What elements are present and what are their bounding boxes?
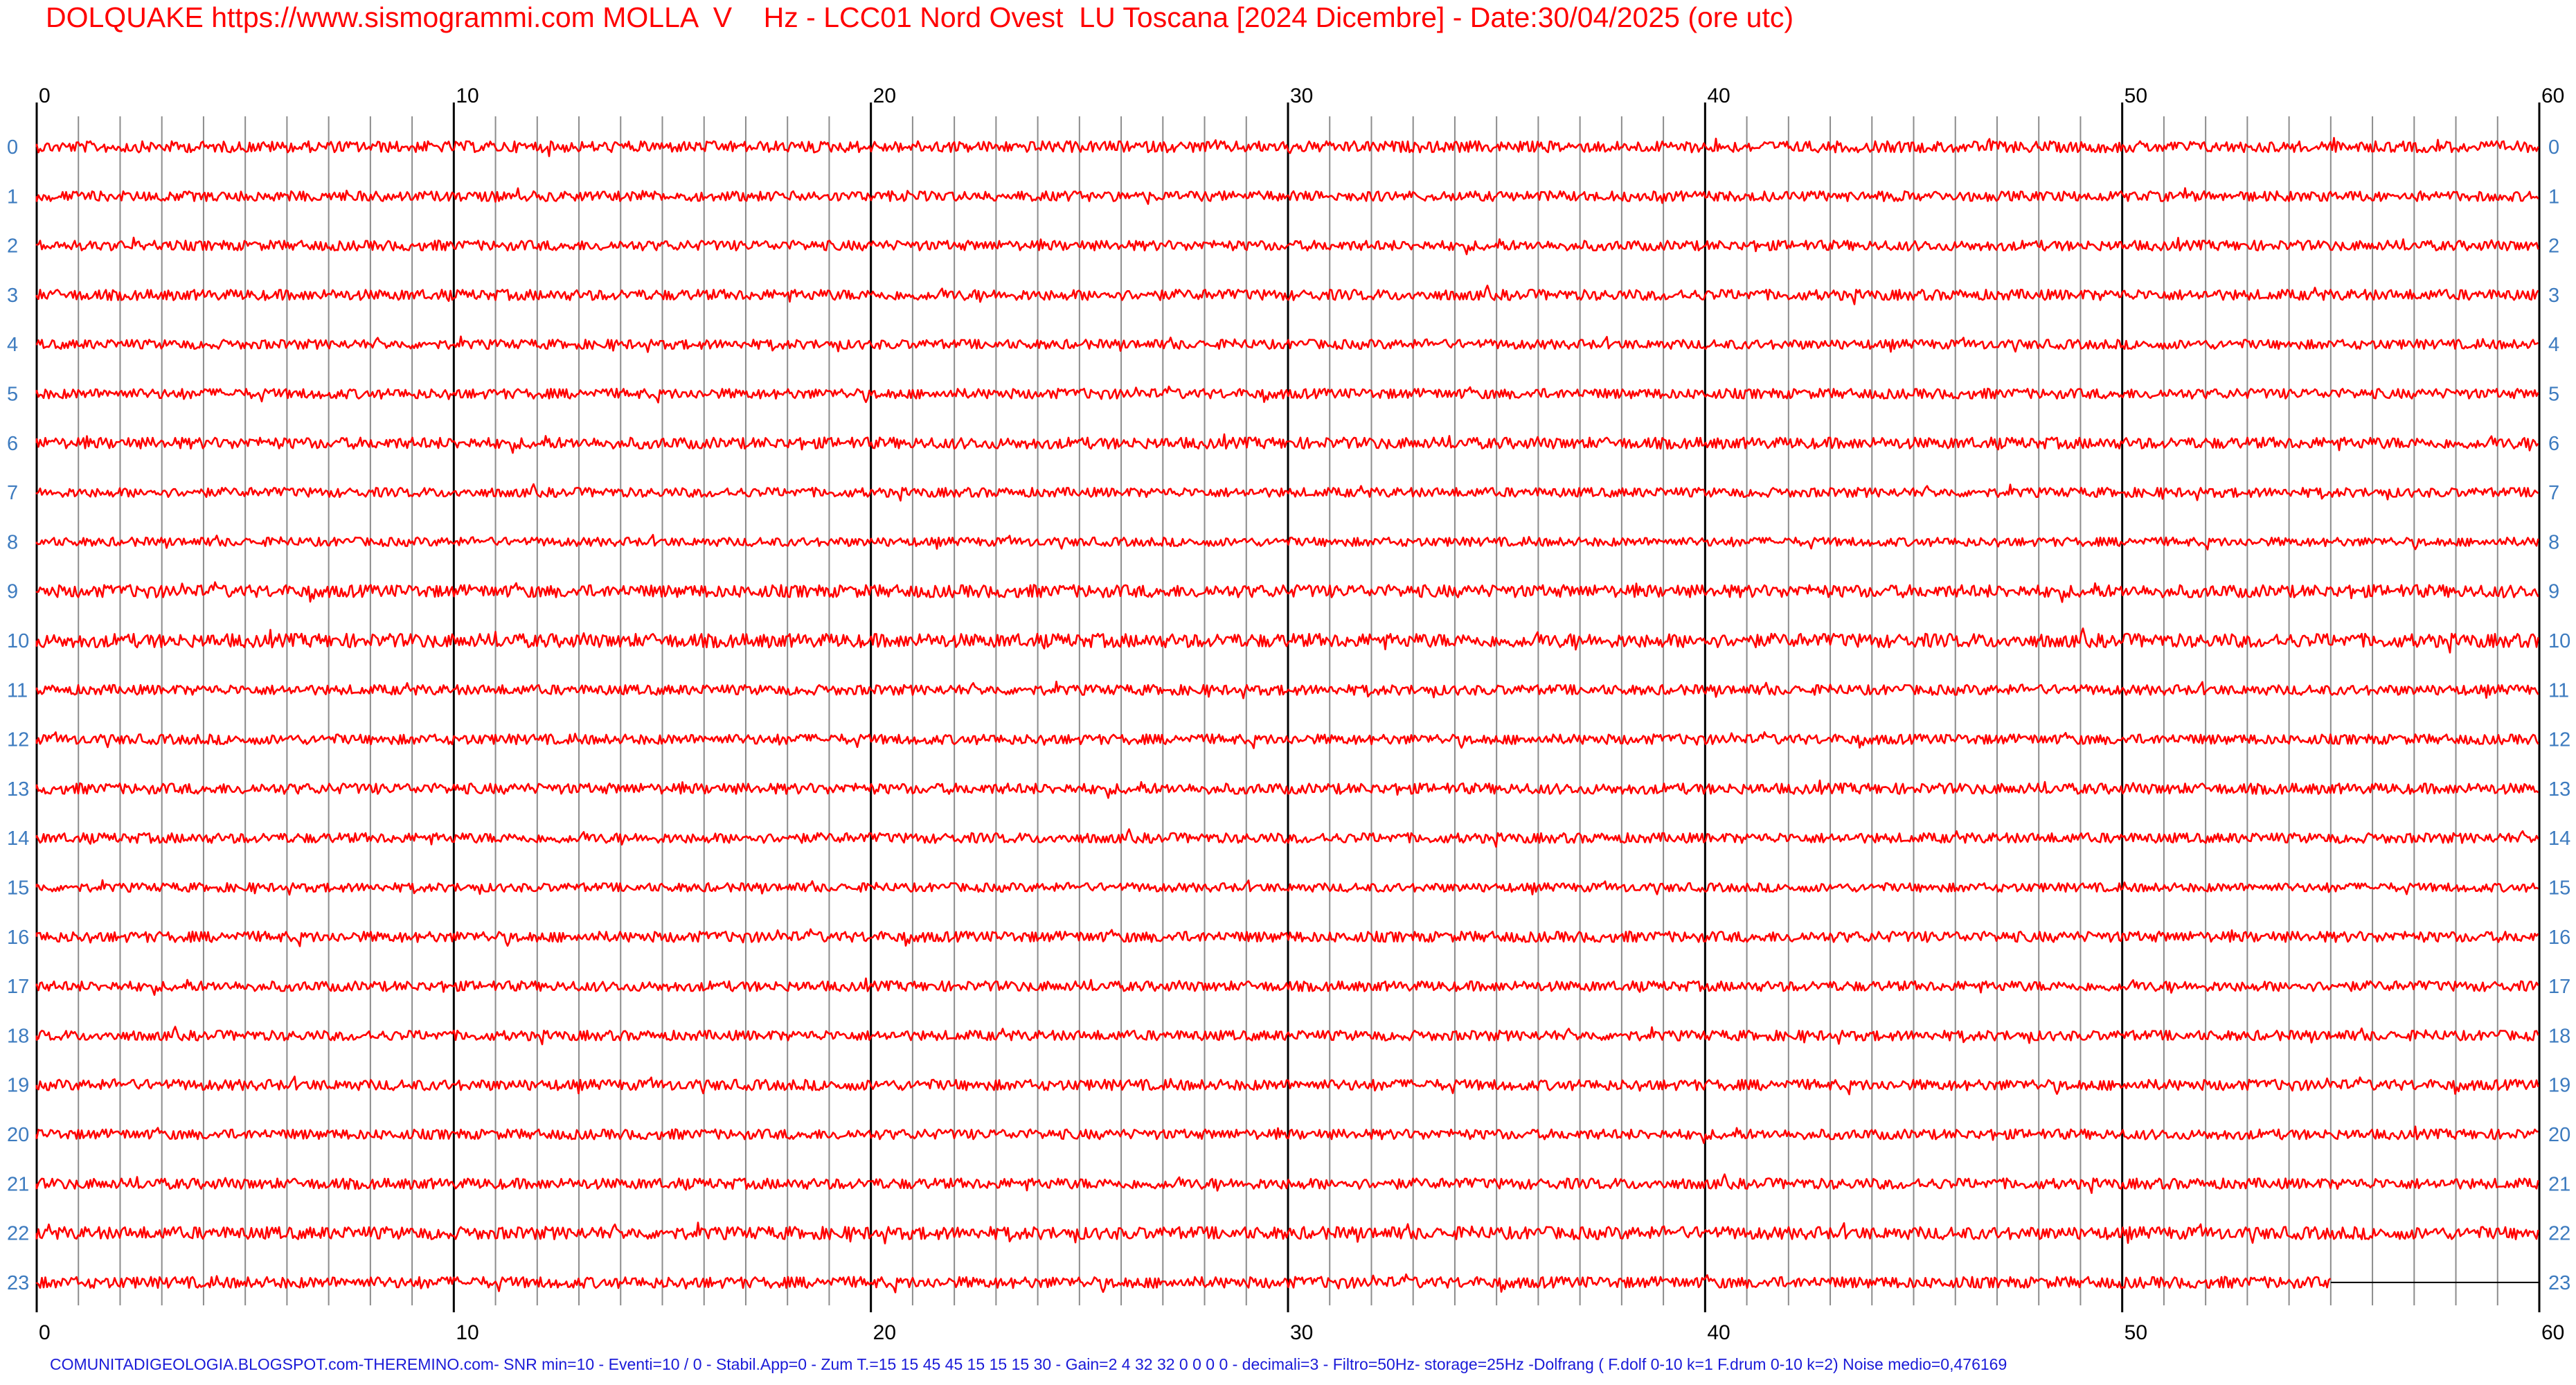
hour-label-left: 13 <box>7 778 29 801</box>
hour-label-left: 5 <box>7 384 18 406</box>
footer-info: COMUNITADIGEOLOGIA.BLOGSPOT.com-THEREMIN… <box>50 1355 2007 1373</box>
trace-hour-2 <box>35 236 2539 256</box>
hour-label-left: 21 <box>7 1173 29 1195</box>
hour-label-right: 17 <box>2548 976 2570 998</box>
hour-label-right: 8 <box>2548 531 2559 553</box>
hour-label-right: 9 <box>2548 581 2559 603</box>
x-tick-label: 30 <box>1290 84 1313 107</box>
x-tick-label: 0 <box>39 1321 51 1344</box>
x-axis-top-ticks: 0 10 20 30 40 50 60 <box>39 84 2564 107</box>
x-tick-label: 0 <box>39 84 51 107</box>
hour-label-left: 3 <box>7 285 18 307</box>
hour-label-right: 5 <box>2548 384 2559 406</box>
trace-hour-14 <box>35 828 2539 848</box>
trace-hour-19 <box>35 1075 2539 1096</box>
hour-label-right: 4 <box>2548 334 2559 356</box>
hour-label-left: 17 <box>7 976 29 998</box>
trace-hour-12 <box>35 731 2539 749</box>
hour-label-right: 20 <box>2548 1124 2570 1146</box>
trace-hour-0 <box>35 136 2539 157</box>
x-tick-label: 40 <box>1707 1321 1730 1344</box>
hour-label-left: 6 <box>7 433 18 455</box>
x-tick-label: 30 <box>1290 1321 1313 1344</box>
hour-label-left: 2 <box>7 235 18 258</box>
major-grid <box>35 102 2541 1312</box>
hour-label-right: 18 <box>2548 1025 2570 1047</box>
trace-hour-13 <box>35 779 2539 799</box>
hour-label-right: 14 <box>2548 828 2570 850</box>
hour-label-left: 19 <box>7 1075 29 1097</box>
trace-hour-17 <box>35 977 2539 996</box>
hour-label-left: 1 <box>7 186 18 208</box>
hour-label-left: 0 <box>7 136 18 159</box>
trace-hour-8 <box>35 534 2539 551</box>
hour-label-right: 16 <box>2548 927 2570 949</box>
hour-label-right: 7 <box>2548 482 2559 504</box>
trace-hour-16 <box>35 928 2539 947</box>
x-tick-label: 50 <box>2125 84 2147 107</box>
x-tick-label: 50 <box>2125 1321 2147 1344</box>
x-tick-label: 10 <box>456 1321 478 1344</box>
minute-grid <box>78 116 2498 1305</box>
x-tick-label: 60 <box>2541 1321 2564 1344</box>
hour-label-right: 12 <box>2548 729 2570 751</box>
hour-label-left: 7 <box>7 482 18 504</box>
hour-label-right: 19 <box>2548 1075 2570 1097</box>
hour-label-right: 1 <box>2548 186 2559 208</box>
hour-label-right: 10 <box>2548 630 2570 652</box>
hour-label-right: 23 <box>2548 1272 2570 1294</box>
x-tick-label: 20 <box>873 1321 896 1344</box>
hour-label-left: 11 <box>7 679 28 702</box>
hour-label-right: 15 <box>2548 877 2570 900</box>
trace-hour-11 <box>35 680 2539 699</box>
hour-label-left: 22 <box>7 1223 29 1245</box>
trace-hour-10 <box>35 627 2539 654</box>
trace-hour-23 <box>35 1273 2332 1294</box>
hour-label-left: 4 <box>7 334 18 356</box>
hour-label-left: 23 <box>7 1272 29 1294</box>
hour-label-right: 22 <box>2548 1223 2570 1245</box>
trace-hour-21 <box>35 1173 2539 1195</box>
trace-hour-15 <box>35 879 2539 896</box>
hour-label-left: 20 <box>7 1124 29 1146</box>
chart-title: DOLQUAKE https://www.sismogrammi.com MOL… <box>46 1 1794 33</box>
trace-hour-4 <box>35 335 2539 353</box>
hour-label-right: 2 <box>2548 235 2559 258</box>
hour-label-right: 3 <box>2548 285 2559 307</box>
hour-label-right: 6 <box>2548 433 2559 455</box>
hour-label-right: 11 <box>2548 679 2569 702</box>
x-tick-label: 60 <box>2541 84 2564 107</box>
trace-hour-7 <box>35 483 2539 502</box>
hour-label-right: 13 <box>2548 778 2570 801</box>
hour-label-right: 0 <box>2548 136 2559 159</box>
x-axis-bottom-ticks: 0 10 20 30 40 50 60 <box>39 1321 2564 1344</box>
hour-label-left: 18 <box>7 1025 29 1047</box>
x-tick-label: 40 <box>1707 84 1730 107</box>
trace-hour-1 <box>35 187 2539 205</box>
trace-hour-6 <box>35 433 2539 454</box>
trace-hour-5 <box>35 385 2539 404</box>
trace-hour-18 <box>35 1026 2539 1046</box>
trace-hour-3 <box>35 285 2539 305</box>
hour-label-left: 16 <box>7 927 29 949</box>
seismic-traces <box>35 136 2539 1294</box>
hour-label-left: 8 <box>7 531 18 553</box>
hour-label-left: 15 <box>7 877 29 900</box>
hour-label-left: 10 <box>7 630 29 652</box>
hour-label-left: 14 <box>7 828 29 850</box>
x-tick-label: 20 <box>873 84 896 107</box>
hour-label-left: 12 <box>7 729 29 751</box>
trace-hour-20 <box>35 1125 2539 1144</box>
x-tick-label: 10 <box>456 84 478 107</box>
trace-hour-22 <box>35 1222 2539 1244</box>
hour-label-left: 9 <box>7 581 18 603</box>
trace-hour-9 <box>35 581 2539 603</box>
hour-label-right: 21 <box>2548 1173 2570 1195</box>
